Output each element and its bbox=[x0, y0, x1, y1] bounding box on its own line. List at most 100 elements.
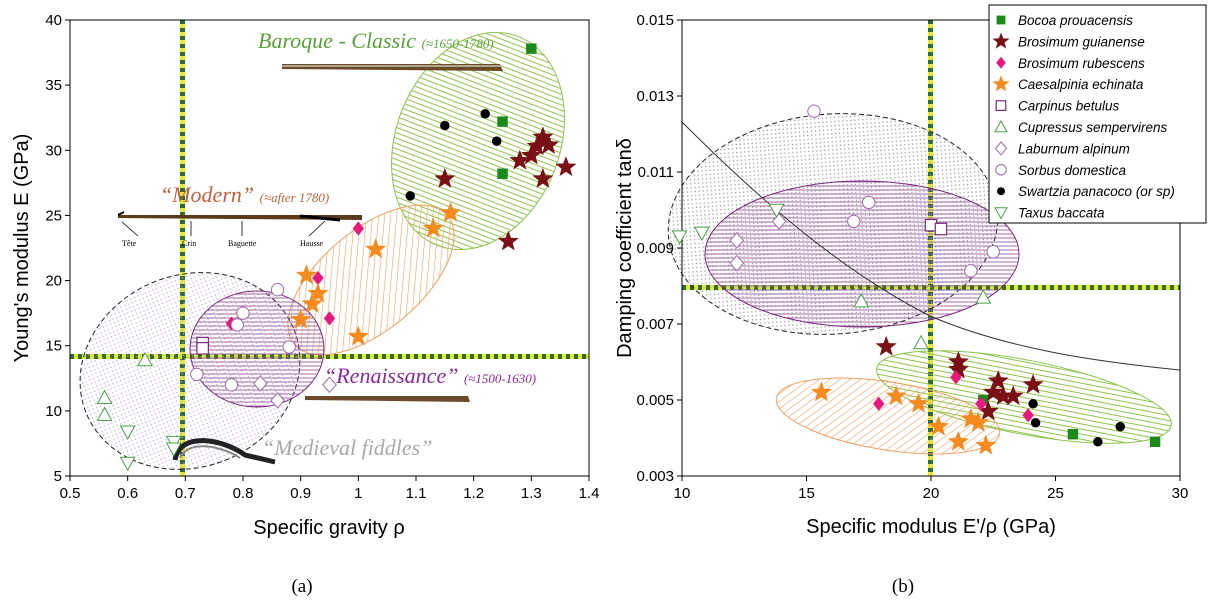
panel-a-point-brosimum-guianense bbox=[532, 126, 554, 147]
panel-b-y-axis-label: Damping coefficient tanδ bbox=[614, 138, 636, 358]
panel-a-point-bocoa-prouacensis bbox=[497, 116, 508, 127]
panel-a-y-tick-label: 25 bbox=[45, 207, 62, 224]
panel-a-x-tick-label: 0.6 bbox=[117, 485, 138, 502]
panel-a-point-sorbus-domestica bbox=[270, 283, 285, 297]
bow-part-label: Baguette bbox=[228, 239, 257, 248]
panel-a-point-brosimum-guianense bbox=[538, 134, 560, 154]
panel-a-point-caesalpinia-echinata bbox=[440, 201, 462, 222]
legend-entry-carpinus-betulus: Carpinus betulus bbox=[1018, 99, 1120, 114]
panel-b-y-tick-label: 0.013 bbox=[636, 88, 674, 105]
panel-b-point-brosimum-guianense bbox=[992, 385, 1014, 406]
panel-a-x-tick-label: 1 bbox=[354, 485, 362, 502]
panel-b-renaissance-region bbox=[704, 180, 1020, 328]
panel-a-y-tick-label: 5 bbox=[54, 468, 62, 485]
legend-entry-cupressus-sempervirens: Cupressus sempervirens bbox=[1018, 120, 1168, 135]
panel-b-point-taxus-baccata bbox=[693, 226, 710, 241]
baroque-annotation: Baroque - Classic (≈1650-1780) bbox=[258, 28, 494, 53]
panel-a-point-swartzia-panacoco-or-sp bbox=[480, 109, 490, 119]
panel-b-y-tick-label: 0.007 bbox=[636, 316, 674, 333]
legend-marker-cupressus-sempervirens bbox=[994, 119, 1008, 133]
legend-entry-brosimum-rubescens: Brosimum rubescens bbox=[1018, 56, 1145, 71]
panel-a-point-brosimum-rubescens bbox=[352, 221, 365, 236]
modern-bow-illustration bbox=[117, 211, 362, 222]
panel-a-point-cupressus-sempervirens bbox=[96, 389, 113, 405]
panel-a-point-caesalpinia-echinata bbox=[307, 282, 329, 303]
panel-b-point-brosimum-guianense bbox=[875, 335, 897, 356]
panel-a-point-taxus-baccata bbox=[165, 442, 182, 457]
panel-b-baroque-region bbox=[876, 350, 1172, 444]
panel-a-point-brosimum-guianense bbox=[497, 230, 519, 251]
renaissance-region bbox=[189, 290, 325, 408]
panel-b-point-swartzia-panacoco-or-sp bbox=[1030, 418, 1041, 428]
panel-b-points bbox=[671, 104, 1161, 455]
panel-a-point-cupressus-sempervirens bbox=[136, 351, 153, 367]
panel-b-point-swartzia-panacoco-or-sp bbox=[1028, 399, 1038, 409]
panel-a-x-tick-label: 1.3 bbox=[521, 485, 542, 502]
medieval-annotation: “Medieval fiddles” bbox=[262, 435, 432, 460]
panel-b-y-tick-label: 0.003 bbox=[636, 468, 674, 485]
panel-a-point-carpinus-betulus bbox=[196, 342, 209, 355]
panel-a-x-tick-label: 0.8 bbox=[233, 485, 254, 502]
panel-a-point-sorbus-domestica bbox=[190, 367, 204, 382]
panel-b-point-caesalpinia-echinata bbox=[960, 408, 982, 428]
panel-b-point-sorbus-domestica bbox=[964, 264, 978, 278]
panel-b-point-sorbus-domestica bbox=[847, 214, 861, 229]
panel-b-point-caesalpinia-echinata bbox=[928, 415, 949, 436]
panel-a-point-taxus-baccata bbox=[119, 425, 136, 440]
legend-marker-laburnum-alpinum bbox=[994, 141, 1008, 156]
panel-a-y-tick-label: 30 bbox=[45, 142, 62, 159]
panel-b-x-tick-label: 25 bbox=[1047, 485, 1064, 502]
panel-a-point-bocoa-prouacensis bbox=[497, 168, 508, 179]
panel-a-point-brosimum-guianense bbox=[509, 149, 531, 170]
panel-a-y-axis-label: Young's modulus E (GPa) bbox=[11, 134, 33, 363]
panel-b-point-laburnum-alpinum bbox=[729, 254, 745, 272]
legend-marker-bocoa-prouacensis bbox=[996, 15, 1006, 25]
panel-a-point-caesalpinia-echinata bbox=[422, 217, 444, 238]
panel-a-point-swartzia-panacoco-or-sp bbox=[440, 120, 450, 131]
panel-b-point-caesalpinia-echinata bbox=[908, 392, 929, 413]
panel-a-x-tick-label: 0.7 bbox=[175, 485, 196, 502]
panel-a-point-taxus-baccata bbox=[119, 456, 136, 472]
panel-a-point-laburnum-alpinum bbox=[252, 375, 268, 392]
panel-b-point-brosimum-rubescens bbox=[1022, 408, 1034, 423]
panel-b-point-brosimum-rubescens bbox=[873, 396, 885, 411]
panel-a-y-tick-label: 40 bbox=[45, 12, 62, 29]
legend-marker-caesalpinia-echinata bbox=[992, 75, 1010, 92]
panel-a-point-sorbus-domestica bbox=[282, 340, 296, 354]
modern-annotation: “Modern” (≈after 1780) bbox=[160, 182, 329, 207]
panel-a-axes: 0.5 0.6 0.7 0.8 0.9 1 1.1 1.2 1.3 1.4 5 10 15 20 25 30 3… bbox=[45, 12, 599, 502]
legend-marker-swartzia-panacoco-or-sp bbox=[997, 187, 1005, 196]
panel-b-point-laburnum-alpinum bbox=[771, 213, 787, 230]
panel-b-point-cupressus-sempervirens bbox=[853, 293, 870, 308]
baroque-bow-illustration bbox=[282, 64, 503, 71]
panel-b: 10 15 20 25 30 0.003 0.005 0.007 0.009 0.011 0.013… bbox=[614, 4, 1207, 597]
renaissance-bow-illustration bbox=[305, 396, 470, 402]
panel-a-x-tick-label: 1.1 bbox=[406, 485, 427, 502]
panel-a-point-caesalpinia-echinata bbox=[301, 293, 323, 313]
panel-b-x-axis-label: Specific modulus E'/ρ (GPa) bbox=[806, 516, 1056, 538]
panel-a-point-caesalpinia-echinata bbox=[365, 238, 387, 259]
panel-a-y-tick-label: 10 bbox=[45, 403, 62, 420]
legend-entry-laburnum-alpinum: Laburnum alpinum bbox=[1018, 141, 1130, 156]
legend-entry-sorbus-domestica: Sorbus domestica bbox=[1018, 163, 1127, 178]
panel-b-point-caesalpinia-echinata bbox=[975, 434, 997, 455]
panel-b-axes: 10 15 20 25 30 0.003 0.005 0.007 0.009 0.011 0.013… bbox=[636, 12, 1188, 502]
panel-b-x-tick-label: 10 bbox=[674, 485, 691, 502]
panel-a-y-tick-label: 35 bbox=[45, 77, 62, 94]
panel-b-point-bocoa-prouacensis bbox=[1067, 428, 1079, 440]
legend-entry-brosimum-guianense: Brosimum guianense bbox=[1018, 34, 1145, 49]
panel-a-y-tick-label: 15 bbox=[45, 338, 62, 355]
panel-b-point-sorbus-domestica bbox=[807, 104, 821, 118]
panel-b-point-sorbus-domestica bbox=[986, 245, 1000, 259]
legend-marker-sorbus-domestica bbox=[995, 164, 1007, 176]
panel-b-trend-curve bbox=[681, 121, 1181, 371]
panel-b-point-brosimum-guianense bbox=[1002, 385, 1024, 406]
panel-a-point-laburnum-alpinum bbox=[270, 392, 285, 409]
panel-a-points bbox=[96, 43, 577, 472]
panel-a-point-brosimum-rubescens bbox=[312, 270, 324, 286]
panel-b-point-brosimum-guianense bbox=[982, 381, 1004, 402]
panel-a-point-bocoa-prouacensis bbox=[526, 43, 537, 54]
panel-b-point-sorbus-domestica bbox=[862, 195, 876, 210]
panel-a-point-cupressus-sempervirens bbox=[96, 406, 113, 421]
